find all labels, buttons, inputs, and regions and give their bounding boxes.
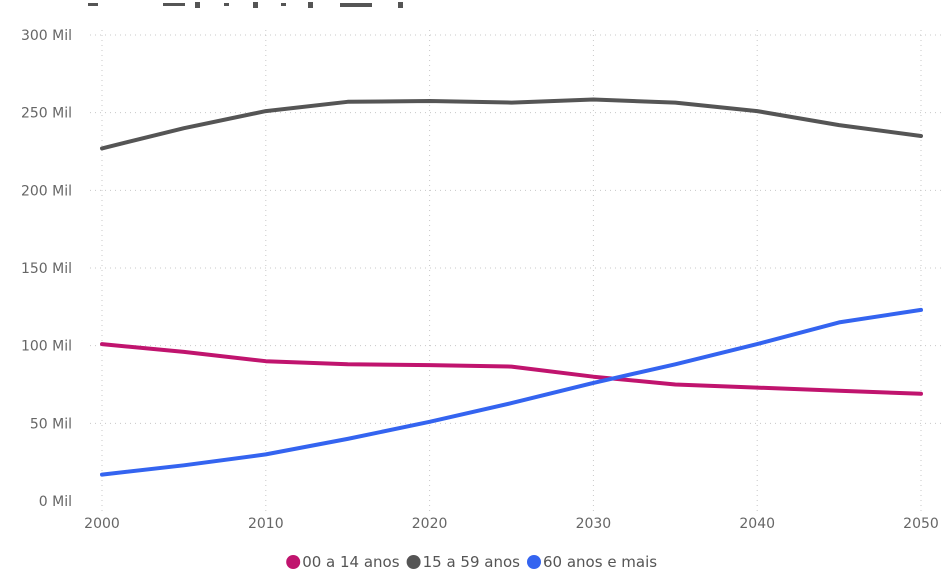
legend-label: 60 anos e mais [543,553,657,571]
series-line-3 [100,307,923,477]
legend-item-2[interactable]: 15 a 59 anos [406,553,521,571]
x-tick-label: 2000 [84,516,120,532]
y-tick-label: 100 Mil [21,339,72,355]
y-tick-label: 50 Mil [30,416,72,432]
x-tick-label: 2030 [576,516,612,532]
legend-item-3[interactable]: 60 anos e mais [527,553,657,571]
x-tick-label: 2050 [903,516,939,532]
y-tick-label: 300 Mil [21,28,72,44]
legend-label: 15 a 59 anos [423,553,521,571]
y-tick-label: 250 Mil [21,106,72,122]
legend-marker [286,555,301,569]
x-axis: 2000 2010 2020 2030 2040 2050 [84,516,939,532]
x-tick-label: 2010 [248,516,284,532]
legend: 00 a 14 anos 15 a 59 anos 60 anos e mais [286,553,657,571]
series-group [100,97,923,477]
y-axis: 0 Mil 50 Mil 100 Mil 150 Mil 200 Mil 250 Mil 3… [21,28,72,510]
legend-item-1[interactable]: 00 a 14 anos [286,553,400,571]
y-tick-label: 150 Mil [21,261,72,277]
y-tick-label: 0 Mil [39,494,72,510]
x-tick-label: 2040 [739,516,775,532]
cropped-title-fragment [88,2,403,8]
grid [90,30,941,511]
x-tick-label: 2020 [412,516,448,532]
legend-label: 00 a 14 anos [302,553,400,571]
y-tick-label: 200 Mil [21,183,72,199]
legend-marker [527,555,541,569]
legend-marker [406,555,421,569]
series-line-2 [100,97,923,151]
series-line-1 [100,342,923,396]
